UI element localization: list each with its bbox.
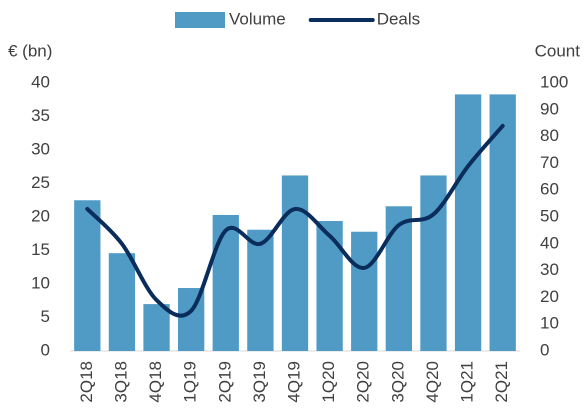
y2-tick-label: 30 — [540, 260, 559, 279]
bar — [143, 304, 170, 351]
x-tick-label: 2Q19 — [215, 361, 234, 403]
bar — [247, 229, 274, 351]
x-tick-label: 2Q20 — [354, 361, 373, 403]
x-tick-label: 4Q18 — [146, 361, 165, 403]
x-tick-label: 4Q19 — [284, 361, 303, 403]
y2-tick-label: 90 — [540, 99, 559, 118]
bar — [351, 231, 378, 351]
y-tick-label: 30 — [31, 139, 50, 158]
y2-tick-label: 50 — [540, 206, 559, 225]
bar — [489, 94, 516, 351]
y2-tick-label: 60 — [540, 180, 559, 199]
x-tick-label: 3Q18 — [111, 361, 130, 403]
y-axis-title: € (bn) — [8, 41, 52, 60]
legend-label: Deals — [377, 9, 420, 28]
y2-tick-label: 40 — [540, 233, 559, 252]
x-tick-label: 2Q18 — [77, 361, 96, 403]
bar — [108, 253, 136, 351]
bar — [316, 221, 343, 351]
y-tick-label: 10 — [31, 273, 50, 292]
line — [85, 123, 505, 318]
y2-axis-title: Count — [535, 41, 581, 60]
x-tick-label: 1Q20 — [319, 361, 338, 403]
bar — [281, 175, 309, 351]
legend-swatch — [175, 12, 225, 28]
bar — [454, 94, 482, 351]
y2-tick-label: 70 — [540, 153, 559, 172]
y-tick-label: 35 — [31, 106, 50, 125]
y2-tick-label: 80 — [540, 126, 559, 145]
x-tick-label: 3Q19 — [250, 361, 269, 403]
y-tick-label: 20 — [31, 206, 50, 225]
y-tick-label: 5 — [41, 307, 50, 326]
y-tick-label: 40 — [31, 72, 50, 91]
y-tick-label: 25 — [31, 173, 50, 192]
y2-tick-label: 10 — [540, 314, 559, 333]
y2-tick-label: 0 — [540, 340, 549, 359]
x-tick-label: 3Q20 — [388, 361, 407, 403]
x-tick-label: 2Q21 — [492, 361, 511, 403]
x-tick-label: 1Q21 — [458, 361, 477, 403]
y2-tick-label: 100 — [540, 72, 568, 91]
bar — [212, 214, 239, 351]
y2-tick-label: 20 — [540, 287, 559, 306]
y-tick-label: 0 — [41, 340, 50, 359]
bar — [385, 206, 412, 351]
x-tick-label: 4Q20 — [423, 361, 442, 403]
legend-label: Volume — [229, 9, 286, 28]
bar — [74, 200, 101, 351]
y-tick-label: 15 — [31, 240, 50, 259]
x-tick-label: 1Q19 — [181, 361, 200, 403]
